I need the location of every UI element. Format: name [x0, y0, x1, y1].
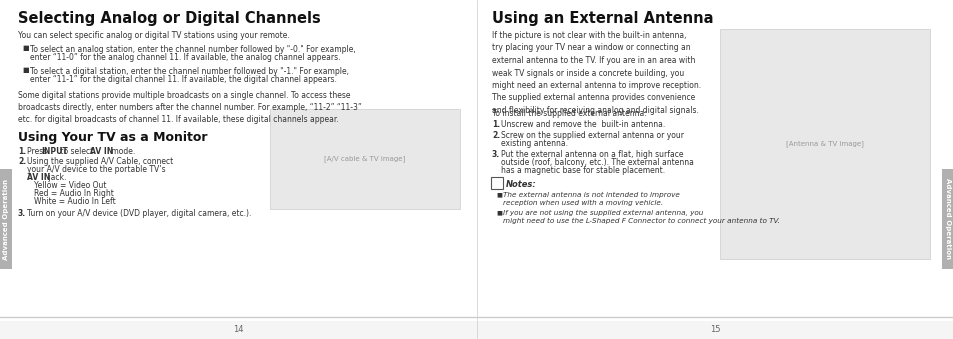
- Text: To select a digital station, enter the channel number followed by "-1." For exam: To select a digital station, enter the c…: [30, 67, 349, 76]
- FancyBboxPatch shape: [0, 169, 12, 269]
- FancyBboxPatch shape: [941, 169, 953, 269]
- Text: Red = Audio In Right: Red = Audio In Right: [34, 189, 113, 198]
- FancyBboxPatch shape: [491, 177, 502, 189]
- Text: Put the external antenna on a flat, high surface: Put the external antenna on a flat, high…: [500, 150, 682, 159]
- Text: ■: ■: [22, 67, 29, 73]
- Text: existing antenna.: existing antenna.: [500, 139, 567, 148]
- Text: The external antenna is not intended to improve: The external antenna is not intended to …: [502, 192, 679, 198]
- Text: your A/V device to the portable TV’s: your A/V device to the portable TV’s: [27, 165, 166, 174]
- Text: 2.: 2.: [492, 131, 499, 140]
- Text: To select an analog station, enter the channel number followed by "-0." For exam: To select an analog station, enter the c…: [30, 45, 355, 54]
- Text: 1.: 1.: [492, 120, 499, 129]
- Text: Using the supplied A/V Cable, connect: Using the supplied A/V Cable, connect: [27, 157, 173, 166]
- Text: 1.: 1.: [18, 147, 26, 156]
- FancyBboxPatch shape: [270, 109, 459, 209]
- FancyBboxPatch shape: [476, 0, 953, 321]
- Text: To install the supplied external antenna:: To install the supplied external antenna…: [492, 109, 646, 118]
- Text: to select: to select: [58, 147, 95, 156]
- Text: 3.: 3.: [492, 150, 499, 159]
- Text: might need to use the L-Shaped F Connector to connect your antenna to TV.: might need to use the L-Shaped F Connect…: [502, 218, 779, 224]
- Text: Press: Press: [27, 147, 50, 156]
- Text: Advanced Operation: Advanced Operation: [3, 179, 9, 259]
- Text: Turn on your A/V device (DVD player, digital camera, etc.).: Turn on your A/V device (DVD player, dig…: [27, 209, 251, 218]
- Text: ■: ■: [496, 210, 501, 215]
- Text: INPUT: INPUT: [41, 147, 68, 156]
- Text: enter “11-0” for the analog channel 11. If available, the analog channel appears: enter “11-0” for the analog channel 11. …: [30, 53, 340, 62]
- Text: ■: ■: [22, 45, 29, 51]
- Text: If the picture is not clear with the built-in antenna,
try placing your TV near : If the picture is not clear with the bui…: [492, 31, 700, 115]
- Text: [A/V cable & TV image]: [A/V cable & TV image]: [324, 156, 405, 162]
- Text: reception when used with a moving vehicle.: reception when used with a moving vehicl…: [502, 200, 662, 206]
- Text: Yellow = Video Out: Yellow = Video Out: [34, 181, 107, 190]
- Text: AV IN: AV IN: [27, 173, 51, 182]
- Text: 3.: 3.: [18, 209, 26, 218]
- Text: Selecting Analog or Digital Channels: Selecting Analog or Digital Channels: [18, 11, 320, 26]
- FancyBboxPatch shape: [0, 0, 476, 321]
- Text: AV IN: AV IN: [90, 147, 113, 156]
- Text: 14: 14: [233, 324, 243, 334]
- Text: Some digital stations provide multiple broadcasts on a single channel. To access: Some digital stations provide multiple b…: [18, 91, 361, 124]
- Text: If you are not using the supplied external antenna, you: If you are not using the supplied extern…: [502, 210, 702, 216]
- Text: 15: 15: [709, 324, 720, 334]
- Text: Using an External Antenna: Using an External Antenna: [492, 11, 713, 26]
- Text: Using Your TV as a Monitor: Using Your TV as a Monitor: [18, 131, 208, 144]
- Text: mode.: mode.: [109, 147, 135, 156]
- Text: White = Audio In Left: White = Audio In Left: [34, 197, 115, 206]
- Text: Unscrew and remove the  built-in antenna.: Unscrew and remove the built-in antenna.: [500, 120, 664, 129]
- Text: ■: ■: [496, 192, 501, 197]
- Text: outside (roof, balcony, etc.). The external antenna: outside (roof, balcony, etc.). The exter…: [500, 158, 693, 167]
- Text: jack.: jack.: [46, 173, 67, 182]
- Text: enter “11-1” for the digital channel 11. If available, the digital channel appea: enter “11-1” for the digital channel 11.…: [30, 75, 336, 84]
- Text: Notes:: Notes:: [505, 180, 537, 189]
- Text: Screw on the supplied external antenna or your: Screw on the supplied external antenna o…: [500, 131, 683, 140]
- FancyBboxPatch shape: [720, 29, 929, 259]
- Text: 2.: 2.: [18, 157, 26, 166]
- Text: You can select specific analog or digital TV stations using your remote.: You can select specific analog or digita…: [18, 31, 290, 40]
- Text: has a magnetic base for stable placement.: has a magnetic base for stable placement…: [500, 166, 664, 175]
- Text: Advanced Operation: Advanced Operation: [944, 179, 950, 259]
- Text: [Antenna & TV image]: [Antenna & TV image]: [785, 141, 863, 147]
